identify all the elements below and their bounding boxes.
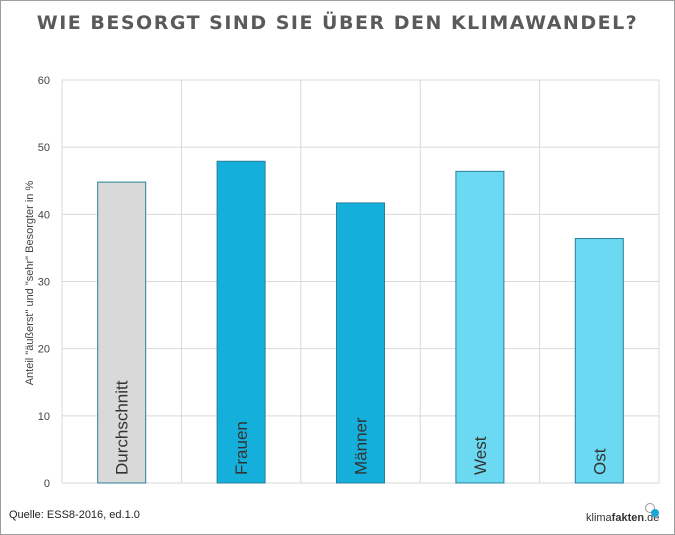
bar-labels: Durchschnitt Frauen Männer West Ost [113,380,610,475]
y-tick-label: 50 [38,142,50,154]
bar-label-frauen: Frauen [232,421,251,475]
bar-durchschnitt [97,181,147,484]
bar-label-ost: Ost [590,448,609,475]
y-tick-label: 60 [38,75,50,87]
bars [97,160,624,484]
y-tick-label: 40 [38,209,50,221]
bar-label-durchschnitt: Durchschnitt [113,380,132,475]
bar-frauen [216,160,266,484]
logo-prefix: klima [586,512,612,524]
chart-title: WIE BESORGT SIND SIE ÜBER DEN KLIMAWANDE… [36,12,639,34]
bar-label-männer: Männer [352,417,371,475]
y-tick-labels: 0 10 20 30 40 50 60 [38,75,50,490]
y-tick-label: 20 [38,344,50,356]
logo-strong: fakten [611,512,645,524]
source-note: Quelle: ESS8-2016, ed.1.0 [9,509,140,521]
bar-west [455,170,505,484]
bar-männer [336,202,385,484]
grid [61,79,660,484]
logo-bubble-icon [645,503,659,517]
y-tick-label: 0 [44,478,50,490]
y-tick-label: 10 [38,411,50,423]
bar-label-west: West [471,436,490,475]
bar-ost [574,238,624,484]
y-tick-label: 30 [38,277,50,289]
y-axis-label: Anteil "äußerst" und "sehr" Besorgter in… [24,181,36,386]
klimafakten-logo: klimafakten.de [586,512,659,524]
